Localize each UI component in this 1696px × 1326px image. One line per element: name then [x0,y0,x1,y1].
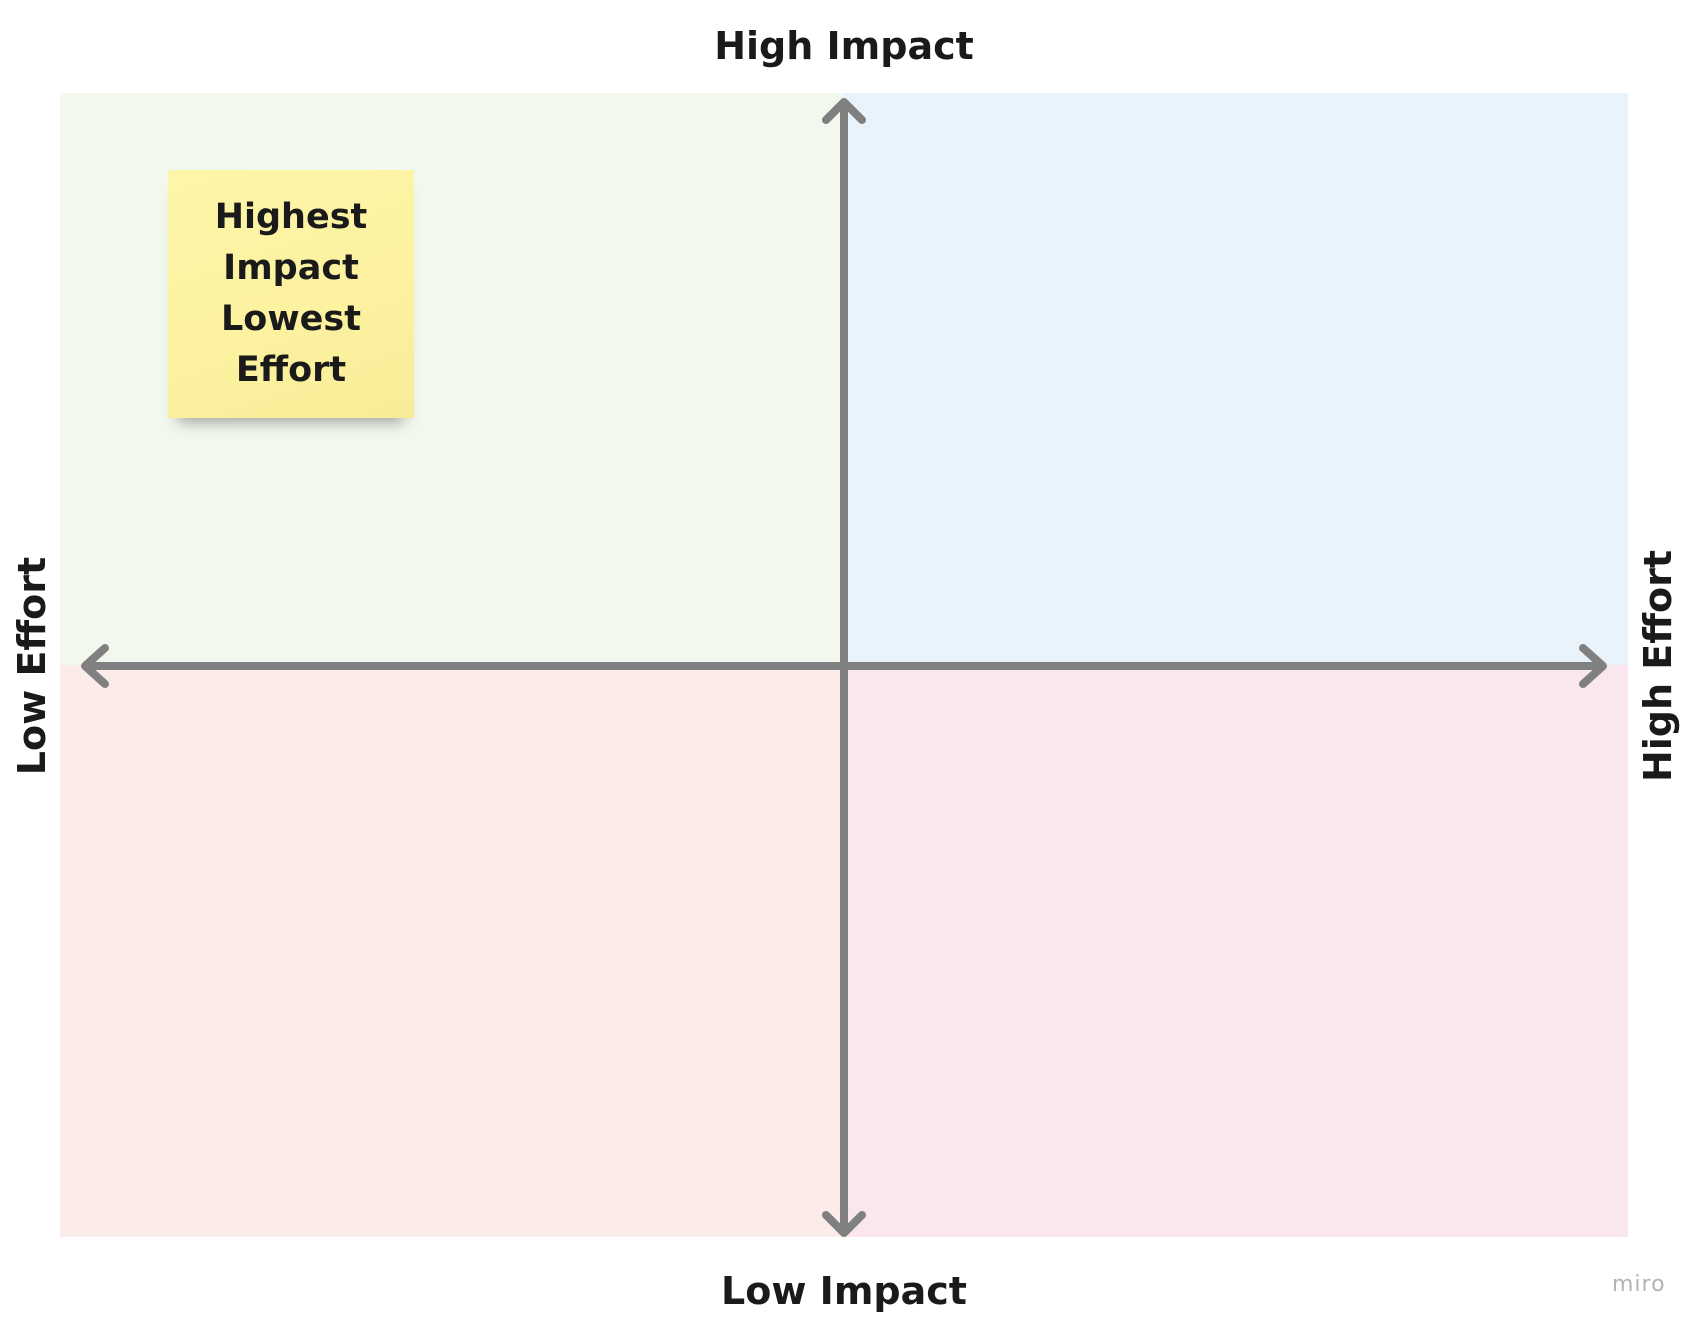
quadrant-high-impact-high-effort [844,93,1628,665]
top-axis-label: High Impact [714,24,974,68]
arrow-right-icon [1579,644,1607,688]
sticky-note[interactable]: Highest Impact Lowest Effort [168,170,414,418]
arrow-left-icon [81,644,109,688]
arrow-up-icon [822,98,866,124]
sticky-note-text: Highest Impact Lowest Effort [214,197,368,390]
quadrant-low-impact-low-effort [60,665,844,1237]
arrow-down-icon [822,1211,866,1237]
quadrant-low-impact-high-effort [844,665,1628,1237]
left-axis-label: Low Effort [10,556,54,776]
bottom-axis-label: Low Impact [721,1269,967,1313]
miro-watermark: miro [1612,1272,1666,1297]
right-axis-label: High Effort [1636,549,1680,783]
